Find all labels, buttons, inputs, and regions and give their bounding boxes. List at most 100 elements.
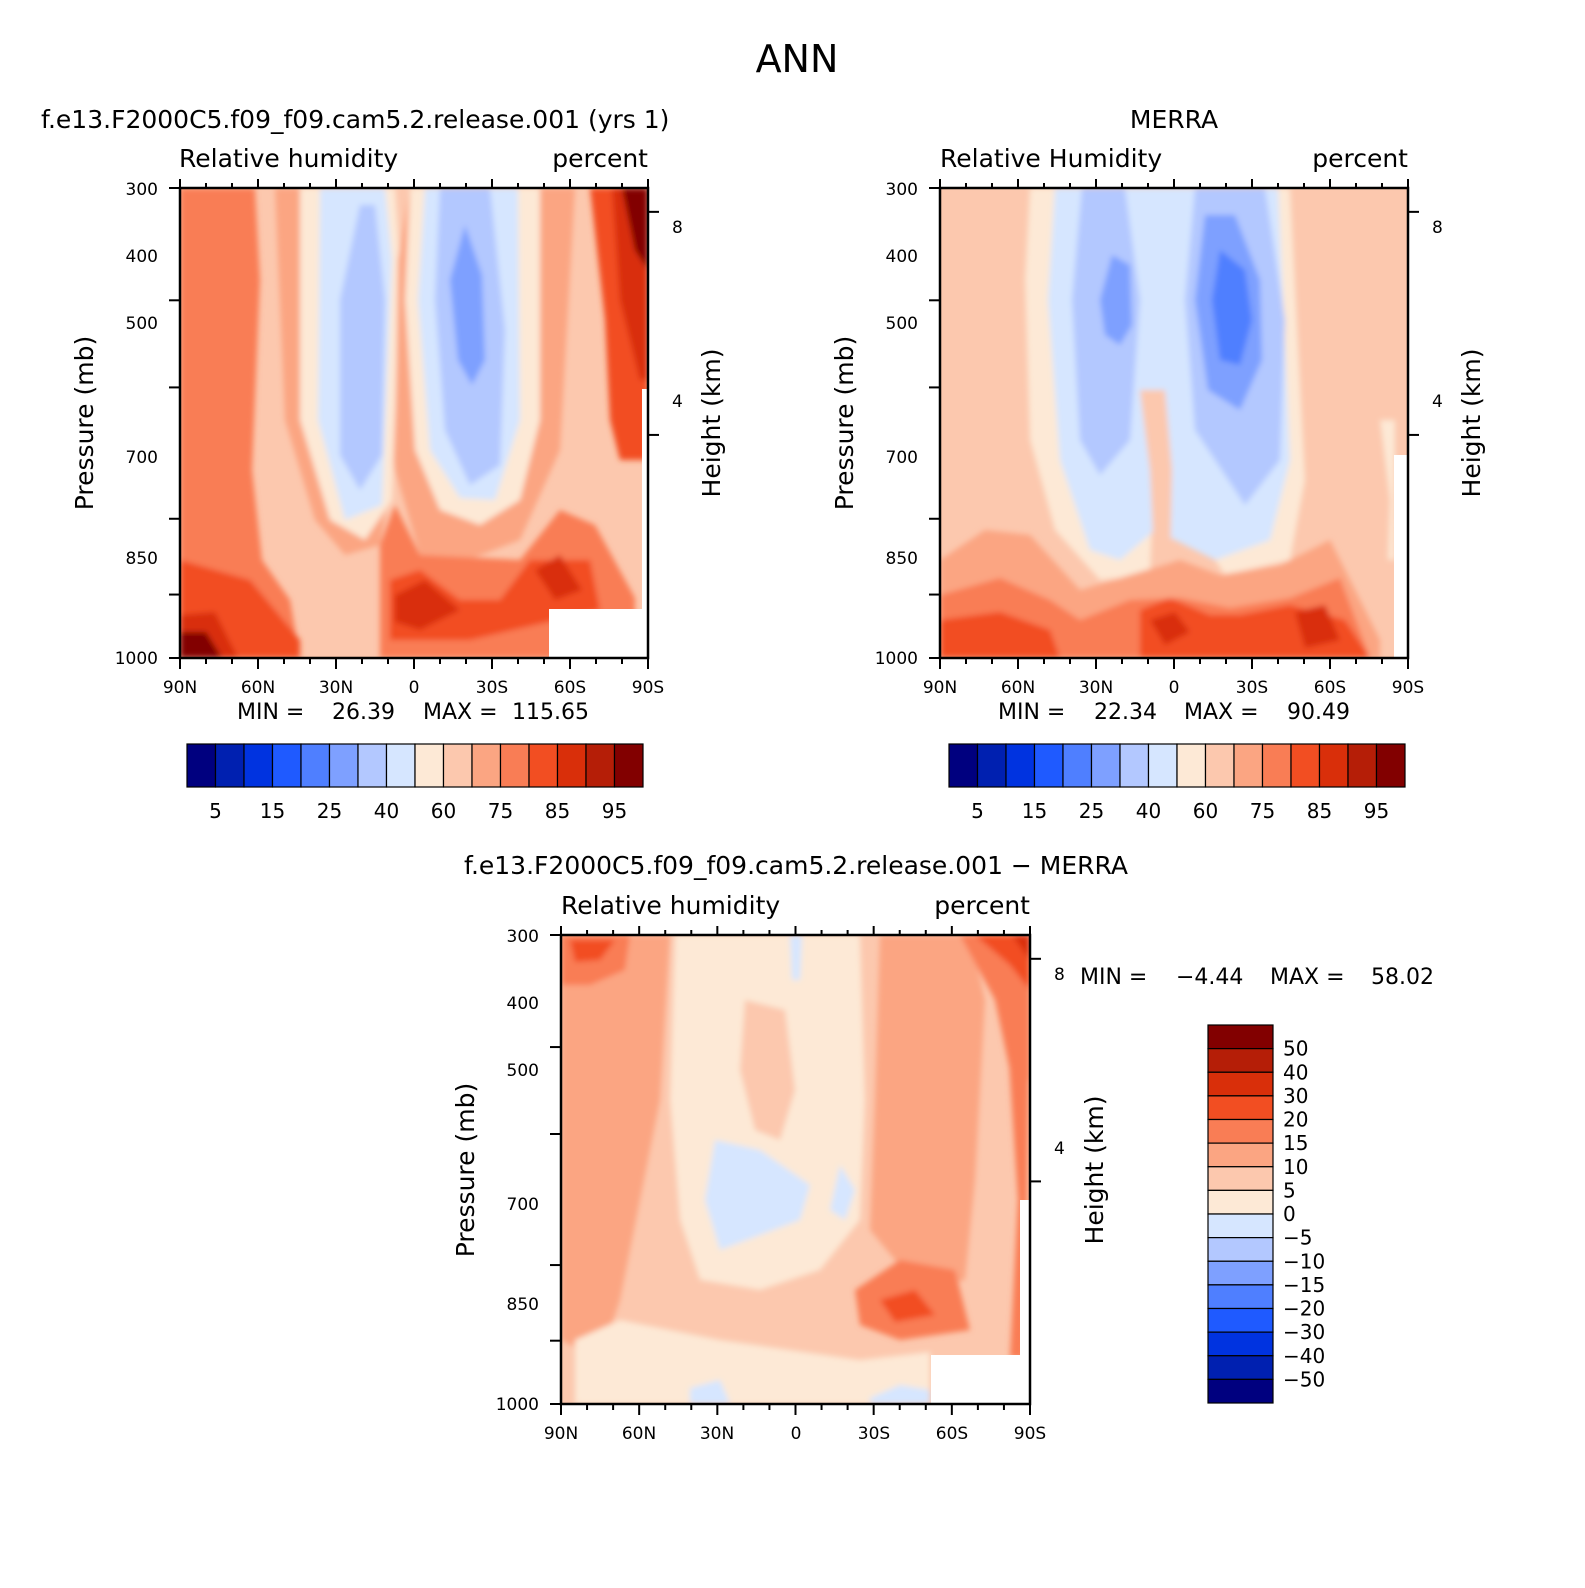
height-tick-label: 8 bbox=[1432, 218, 1443, 238]
colorbar-swatch bbox=[385, 743, 416, 788]
min-value: 26.39 bbox=[332, 700, 395, 725]
y-tick-label: 1000 bbox=[496, 1395, 539, 1415]
colorbar-swatch bbox=[1375, 743, 1406, 788]
colorbar-label: 5 bbox=[971, 799, 984, 823]
colorbar-swatch bbox=[1207, 1189, 1274, 1215]
y-tick-label: 1000 bbox=[875, 649, 918, 669]
colorbar-swatch bbox=[214, 743, 245, 788]
y-tick-label: 850 bbox=[507, 1295, 539, 1315]
colorbar-swatch bbox=[1119, 743, 1150, 788]
colorbar-label: 60 bbox=[431, 799, 456, 823]
colorbar-swatch bbox=[357, 743, 388, 788]
colorbar-label: 75 bbox=[488, 799, 513, 823]
colorbar-label: 20 bbox=[1283, 1108, 1308, 1132]
x-tick-label: 0 bbox=[791, 1424, 802, 1444]
min-label: MIN = bbox=[237, 700, 304, 725]
colorbar-label: −10 bbox=[1283, 1249, 1325, 1273]
y-tick-label: 500 bbox=[507, 1061, 539, 1081]
right-tick-labels: 8 4 bbox=[1054, 965, 1065, 1159]
contour-band bbox=[340, 205, 385, 490]
panel-difference-plot-area bbox=[561, 935, 1030, 1404]
colorbar-label: −15 bbox=[1283, 1273, 1325, 1297]
max-value: 90.49 bbox=[1287, 700, 1350, 725]
colorbar-swatch bbox=[1147, 743, 1178, 788]
y-tick-label: 300 bbox=[507, 927, 539, 947]
colorbar-swatch bbox=[1233, 743, 1264, 788]
contour-band bbox=[180, 188, 300, 658]
colorbar-swatch bbox=[1318, 743, 1349, 788]
contour-band bbox=[870, 1385, 930, 1404]
panel-merra: MERRA Relative Humidity percent bbox=[830, 105, 1486, 823]
y-tick-label: 400 bbox=[126, 247, 158, 267]
max-label: MAX = bbox=[423, 700, 498, 725]
colorbar-label: 40 bbox=[1283, 1060, 1308, 1084]
contour-band bbox=[535, 555, 582, 600]
y-tick-label: 700 bbox=[507, 1195, 539, 1215]
colorbar-swatch bbox=[1005, 743, 1036, 788]
x-tick-label: 90S bbox=[632, 678, 664, 698]
x-tick-label: 60S bbox=[936, 1424, 968, 1444]
right-tick-labels: 8 4 bbox=[672, 218, 683, 412]
y-tick-label: 700 bbox=[126, 448, 158, 468]
x-tick-label: 60N bbox=[241, 678, 275, 698]
height-tick-label: 4 bbox=[1054, 1139, 1065, 1159]
panel-difference: f.e13.F2000C5.f09_f09.cam5.2.release.001… bbox=[451, 851, 1434, 1444]
contour-band bbox=[1012, 935, 1030, 960]
contour-band bbox=[790, 935, 802, 980]
missing-data-region bbox=[642, 389, 648, 658]
colorbar-label: 95 bbox=[1364, 799, 1389, 823]
contour-band bbox=[1150, 612, 1190, 645]
x-tick-label: 30S bbox=[1236, 678, 1268, 698]
colorbar-swatch bbox=[1204, 743, 1235, 788]
colorbar-swatch bbox=[499, 743, 530, 788]
y-tick-label: 500 bbox=[126, 314, 158, 334]
colorbar-label: 10 bbox=[1283, 1155, 1308, 1179]
colorbar-swatch bbox=[1090, 743, 1121, 788]
right-axis-label: Height (km) bbox=[1457, 349, 1486, 498]
contour-band bbox=[450, 225, 485, 385]
colorbar-label: 75 bbox=[1250, 799, 1275, 823]
contour-band bbox=[1380, 420, 1395, 560]
missing-data-region bbox=[1020, 1200, 1030, 1404]
y-tick-label: 500 bbox=[886, 314, 918, 334]
contour-band bbox=[940, 612, 1060, 658]
y-tick-label: 850 bbox=[886, 549, 918, 569]
colorbar-swatch bbox=[1176, 743, 1207, 788]
colorbar-swatch bbox=[1207, 1166, 1274, 1191]
colorbar-label: 85 bbox=[545, 799, 570, 823]
contour-band bbox=[1100, 255, 1132, 345]
y-tick-label: 400 bbox=[886, 247, 918, 267]
y-tick-label: 850 bbox=[126, 549, 158, 569]
colorbar-label: 5 bbox=[1283, 1178, 1296, 1202]
colorbar-label: 40 bbox=[374, 799, 399, 823]
max-label: MAX = bbox=[1184, 700, 1259, 725]
contour-band bbox=[575, 1320, 930, 1404]
colorbar-swatch bbox=[1207, 1307, 1274, 1333]
panel-merra-stats: MIN = 22.34 MAX = 90.49 bbox=[998, 700, 1350, 725]
panel-model-colorbar: 5 15 25 40 60 75 85 95 bbox=[186, 743, 644, 823]
y-tick-label: 1000 bbox=[115, 649, 158, 669]
contour-band bbox=[870, 935, 985, 1290]
colorbar-label: −20 bbox=[1283, 1297, 1325, 1321]
colorbar-swatch bbox=[1207, 1378, 1274, 1404]
x-tick-label: 30N bbox=[1079, 678, 1113, 698]
missing-data-region bbox=[931, 1355, 1030, 1404]
contour-band bbox=[561, 935, 670, 1360]
x-tick-label: 60N bbox=[1001, 678, 1035, 698]
colorbar-swatch bbox=[1290, 743, 1321, 788]
y-axis-label: Pressure (mb) bbox=[70, 336, 99, 510]
panel-merra-axes: 300 400 500 700 850 1000 90N 60N 30N 0 3… bbox=[830, 179, 1486, 698]
colorbar-label: −5 bbox=[1283, 1226, 1312, 1250]
contour-band bbox=[740, 1000, 795, 1140]
contour-band bbox=[1295, 605, 1340, 648]
contour-band bbox=[1140, 390, 1172, 575]
colorbar-swatch bbox=[1207, 1024, 1274, 1050]
colorbar-swatch bbox=[613, 743, 644, 788]
colorbar-swatch bbox=[243, 743, 274, 788]
colorbar-swatch bbox=[414, 743, 445, 788]
colorbar-swatch bbox=[1207, 1071, 1274, 1097]
x-tick-label: 60S bbox=[554, 678, 586, 698]
panel-difference-axes: 300 400 500 700 850 1000 90N 60N 30N 0 3… bbox=[451, 926, 1109, 1444]
x-tick-label: 30N bbox=[700, 1424, 734, 1444]
